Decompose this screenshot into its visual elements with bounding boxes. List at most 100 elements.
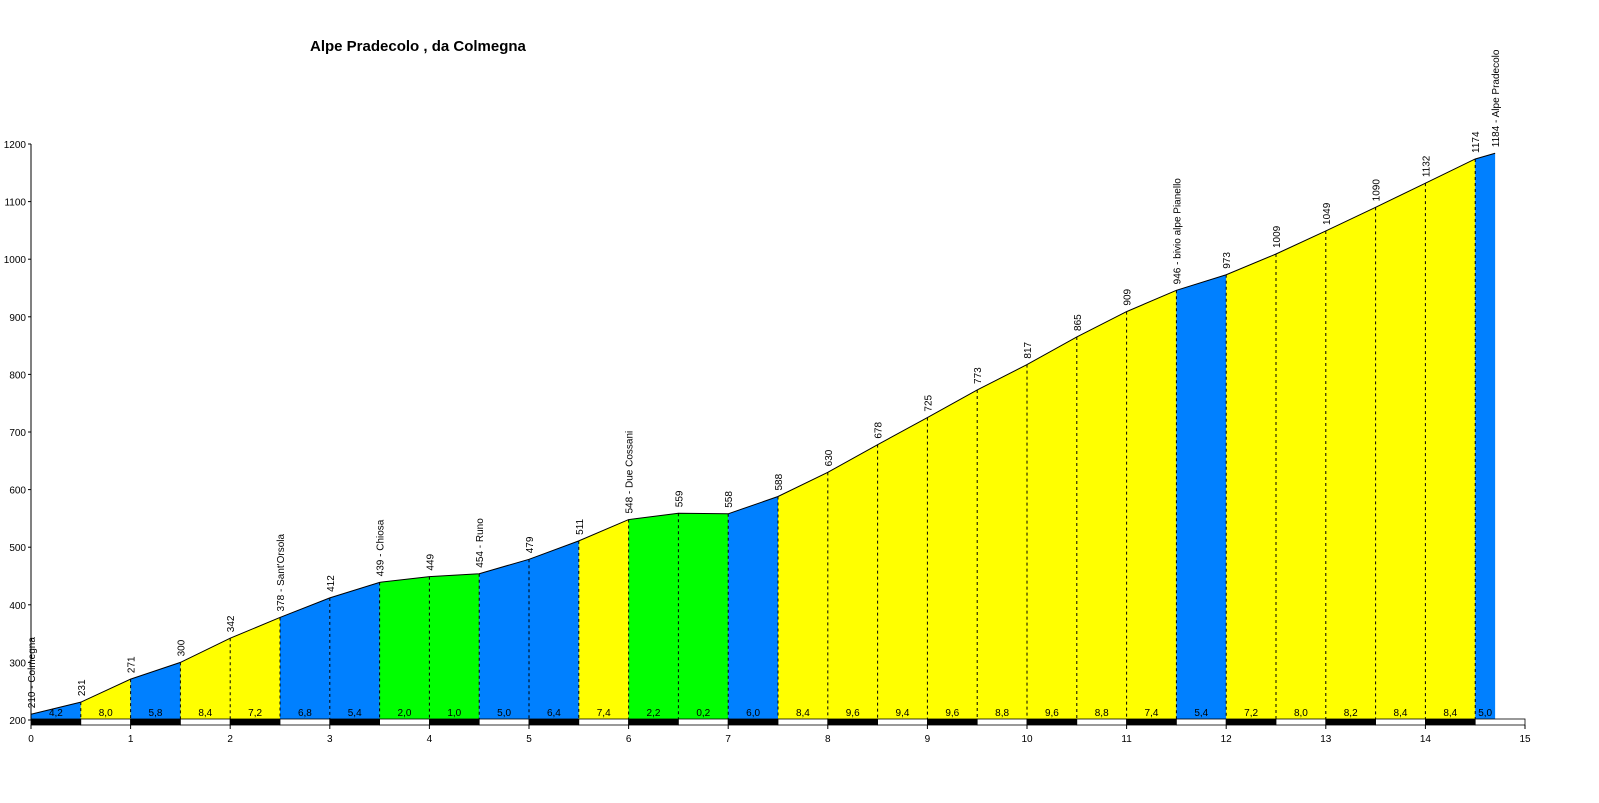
gradient-label: 8,4 bbox=[1394, 708, 1408, 719]
y-tick-label: 500 bbox=[9, 543, 26, 554]
gradient-label: 8,8 bbox=[995, 708, 1009, 719]
point-label: 412 bbox=[326, 575, 337, 592]
profile-segment bbox=[728, 496, 778, 720]
profile-segment bbox=[1375, 183, 1426, 721]
distance-bar-layer bbox=[30, 718, 1526, 726]
profile-segment bbox=[180, 638, 231, 720]
point-label: 454 - Runo bbox=[475, 518, 486, 568]
point-label: 630 bbox=[824, 449, 835, 466]
x-tick-label: 6 bbox=[626, 734, 632, 745]
gradient-label: 7,4 bbox=[1145, 708, 1159, 719]
profile-segment bbox=[1226, 254, 1276, 721]
gradient-label: 5,4 bbox=[1194, 708, 1208, 719]
profile-segment bbox=[479, 559, 529, 720]
gradient-label: 9,6 bbox=[846, 708, 860, 719]
distance-bar-block bbox=[1176, 718, 1227, 726]
point-label: 271 bbox=[127, 656, 138, 673]
y-tick-label: 1200 bbox=[4, 140, 27, 151]
x-tick-label: 2 bbox=[227, 734, 233, 745]
point-label: 1174 bbox=[1471, 131, 1482, 153]
y-tick-label: 400 bbox=[9, 601, 26, 612]
x-tick-label: 5 bbox=[526, 734, 532, 745]
x-tick-label: 3 bbox=[327, 734, 333, 745]
gradient-label: 5,4 bbox=[348, 708, 362, 719]
distance-bar-block bbox=[1225, 718, 1277, 726]
point-label: 300 bbox=[176, 639, 187, 656]
distance-bar-block bbox=[1275, 718, 1327, 726]
x-tick-label: 12 bbox=[1221, 734, 1233, 745]
distance-bar-block bbox=[279, 718, 331, 726]
point-label: 449 bbox=[425, 553, 436, 570]
x-tick-label: 1 bbox=[128, 734, 134, 745]
distance-bar-block bbox=[927, 718, 978, 726]
profile-segment bbox=[927, 389, 978, 720]
dividers-layer bbox=[80, 158, 1476, 720]
profile-segment bbox=[1076, 311, 1127, 720]
gradient-label: 4,2 bbox=[49, 708, 63, 719]
distance-bar-block bbox=[80, 718, 132, 726]
point-label: 773 bbox=[973, 367, 984, 384]
gradient-label: 5,0 bbox=[1478, 708, 1492, 719]
gradient-label: 8,4 bbox=[796, 708, 810, 719]
point-label: 479 bbox=[525, 536, 536, 553]
point-label: 909 bbox=[1123, 288, 1134, 305]
gradient-label: 2,0 bbox=[398, 708, 412, 719]
profile-segment bbox=[1176, 274, 1227, 720]
profile-segment bbox=[1276, 230, 1326, 720]
distance-bar-block bbox=[229, 718, 281, 726]
gradient-label: 9,6 bbox=[945, 708, 959, 719]
y-tick-label: 700 bbox=[9, 428, 26, 439]
distance-bar-block bbox=[1425, 718, 1476, 726]
point-label: 865 bbox=[1073, 314, 1084, 331]
gradient-label: 7,2 bbox=[1244, 708, 1258, 719]
x-tick-label: 9 bbox=[925, 734, 931, 745]
distance-bar-block bbox=[379, 718, 430, 726]
profile-segment bbox=[678, 513, 729, 720]
gradient-label: 6,0 bbox=[746, 708, 760, 719]
point-label: 548 - Due Cossani bbox=[625, 431, 636, 514]
profile-segment bbox=[1325, 207, 1376, 721]
profile-segment bbox=[379, 576, 430, 720]
y-tick-label: 1000 bbox=[4, 255, 27, 266]
distance-bar-block bbox=[1474, 718, 1526, 726]
gradient-labels-layer: 4,2 8,0 5,8 8,4 7,2 6,8 5,4 2,0 1,0 5,0 6,4 7,4 2,2 0… bbox=[49, 708, 1493, 719]
point-label: 511 bbox=[575, 518, 586, 534]
gradient-label: 9,4 bbox=[896, 708, 910, 719]
gradient-label: 8,2 bbox=[1344, 708, 1358, 719]
profile-segment bbox=[578, 519, 629, 720]
distance-bar-block bbox=[1126, 718, 1177, 726]
gradient-label: 8,4 bbox=[198, 708, 212, 719]
y-tick-label: 900 bbox=[9, 313, 26, 324]
profile-segment bbox=[130, 662, 181, 720]
x-tick-label: 11 bbox=[1121, 734, 1132, 745]
profile-segment bbox=[1425, 158, 1476, 720]
profile-line-layer bbox=[30, 152, 1496, 715]
distance-bar-block bbox=[727, 718, 779, 726]
distance-bar-block bbox=[329, 718, 380, 726]
x-tick-label: 7 bbox=[725, 734, 731, 745]
point-label: 559 bbox=[674, 490, 685, 507]
distance-bar-block bbox=[578, 718, 629, 726]
y-tick-label: 200 bbox=[9, 716, 26, 727]
profile-segment bbox=[1475, 153, 1496, 720]
distance-bar-block bbox=[30, 718, 82, 726]
point-label: 1132 bbox=[1421, 155, 1432, 177]
distance-bar-block bbox=[1026, 718, 1078, 726]
gradient-label: 5,0 bbox=[497, 708, 511, 719]
y-tick-label: 600 bbox=[9, 486, 26, 497]
distance-bar-block bbox=[628, 718, 679, 726]
distance-bar-block bbox=[179, 718, 231, 726]
point-labels-layer: 210 - Colmegna 231 271 300 342 378 - Sant'Ors… bbox=[27, 49, 1502, 708]
gradient-label: 2,2 bbox=[647, 708, 661, 719]
gradient-label: 9,6 bbox=[1045, 708, 1059, 719]
distance-bar-block bbox=[428, 718, 480, 726]
point-label: 588 bbox=[774, 473, 785, 490]
point-label: 378 - Sant'Orsola bbox=[276, 534, 287, 612]
profile-segment bbox=[1027, 336, 1077, 720]
point-label: 439 - Chiosa bbox=[376, 519, 387, 576]
point-label: 678 bbox=[874, 422, 885, 439]
profile-segment bbox=[877, 417, 928, 720]
x-tick-label: 14 bbox=[1420, 734, 1432, 745]
profile-line bbox=[30, 152, 1496, 715]
